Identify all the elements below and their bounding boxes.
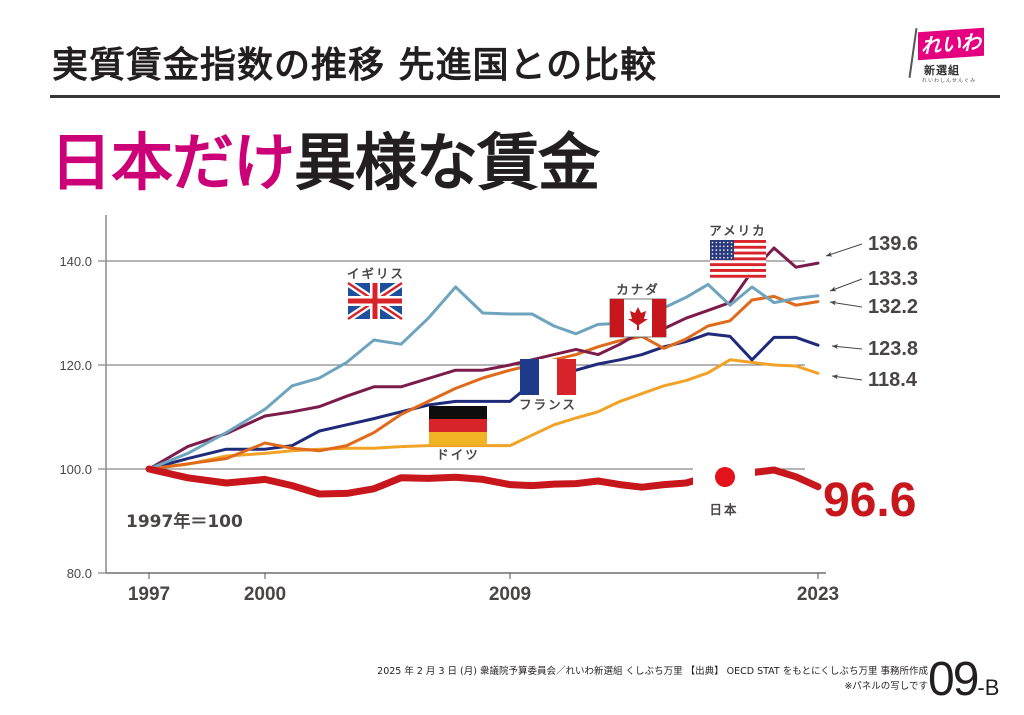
end-label-arrow xyxy=(829,301,863,308)
headline-highlight: 日本だけ xyxy=(50,126,295,199)
chart-grid xyxy=(98,260,805,574)
logo-tagline: れいわしんせんぐみ xyxy=(922,78,977,84)
chart-flags xyxy=(346,240,766,525)
arrowhead-icon xyxy=(826,251,833,257)
end-label-usa: 139.6 xyxy=(868,233,918,255)
chart-axes: 80.0 100.0 120.0 140.0 1997 2000 2009 2023 xyxy=(59,215,839,605)
end-label-canada: 132.2 xyxy=(868,296,918,318)
panel-note: ※パネルの写しです xyxy=(844,681,928,692)
end-label-arrow xyxy=(829,278,863,292)
germany-flag-icon xyxy=(429,406,487,445)
japan-label-bg xyxy=(693,455,755,525)
page-headline: 日本だけ異様な賃金 xyxy=(50,112,600,202)
arrowhead-icon xyxy=(832,344,839,350)
series-line-uk xyxy=(147,282,820,471)
logo-party-name: 新選組 xyxy=(924,64,960,77)
end-label-france: 123.8 xyxy=(868,338,918,360)
page-number: 09-B xyxy=(928,652,999,707)
end-label-arrow xyxy=(831,375,863,381)
france-flag-white xyxy=(539,359,557,395)
x-tick-label: 1997 xyxy=(128,584,170,605)
arrowhead-icon xyxy=(830,300,837,306)
source-line: 2025 年 2 月 3 日 (月) 衆議院予算委員会／れいわ新選組 くしぶち万… xyxy=(377,666,928,677)
germany-flag-black xyxy=(429,406,487,419)
page-number-suffix: -B xyxy=(977,675,1000,700)
end-label-germany: 118.4 xyxy=(868,369,918,391)
label-canada: カナダ xyxy=(616,282,660,297)
france-flag-red xyxy=(557,359,576,395)
maple-leaf-icon xyxy=(628,307,648,330)
us-flag-canton xyxy=(710,240,734,260)
y-tick-label: 140.0 xyxy=(59,254,92,269)
end-label-uk: 133.3 xyxy=(868,268,918,290)
reiwa-logo: れいわ 新選組 れいわしんせんぐみ xyxy=(900,24,1000,94)
germany-flag-gold xyxy=(429,432,487,445)
france-flag-icon xyxy=(520,359,576,395)
arrowhead-icon xyxy=(830,286,837,292)
label-germany: ドイツ xyxy=(436,447,480,462)
label-france: フランス xyxy=(519,397,577,412)
x-tick-label: 2000 xyxy=(244,584,286,605)
label-uk: イギリス xyxy=(347,266,405,281)
label-usa: アメリカ xyxy=(709,223,766,238)
source-footer: 2025 年 2 月 3 日 (月) 衆議院予算委員会／れいわ新選組 くしぶち万… xyxy=(377,664,928,694)
page-subtitle: 実質賃金指数の推移 先進国との比較 xyxy=(52,45,658,86)
x-tick-label: 2023 xyxy=(797,584,839,605)
base-year-note: 1997年＝100 xyxy=(126,511,243,532)
arrowhead-icon xyxy=(832,374,839,380)
germany-flag-red xyxy=(429,419,487,432)
headline-rest: 異様な賃金 xyxy=(294,126,600,199)
uk-flag-icon xyxy=(346,280,404,322)
canada-flag-icon xyxy=(609,298,667,338)
label-japan: 日本 xyxy=(709,502,738,517)
x-tick-label: 2009 xyxy=(489,584,531,605)
japan-flag-icon xyxy=(715,467,735,487)
page-number-main: 09 xyxy=(928,653,979,706)
y-tick-label: 80.0 xyxy=(67,566,92,581)
y-tick-label: 100.0 xyxy=(59,462,92,477)
y-tick-label: 120.0 xyxy=(59,358,92,373)
end-label-arrow xyxy=(825,243,863,257)
france-flag-blue xyxy=(520,359,539,395)
us-flag-icon xyxy=(710,240,766,278)
end-label-japan: 96.6 xyxy=(823,474,916,527)
end-label-arrow xyxy=(831,345,863,350)
header-divider xyxy=(50,95,1000,98)
